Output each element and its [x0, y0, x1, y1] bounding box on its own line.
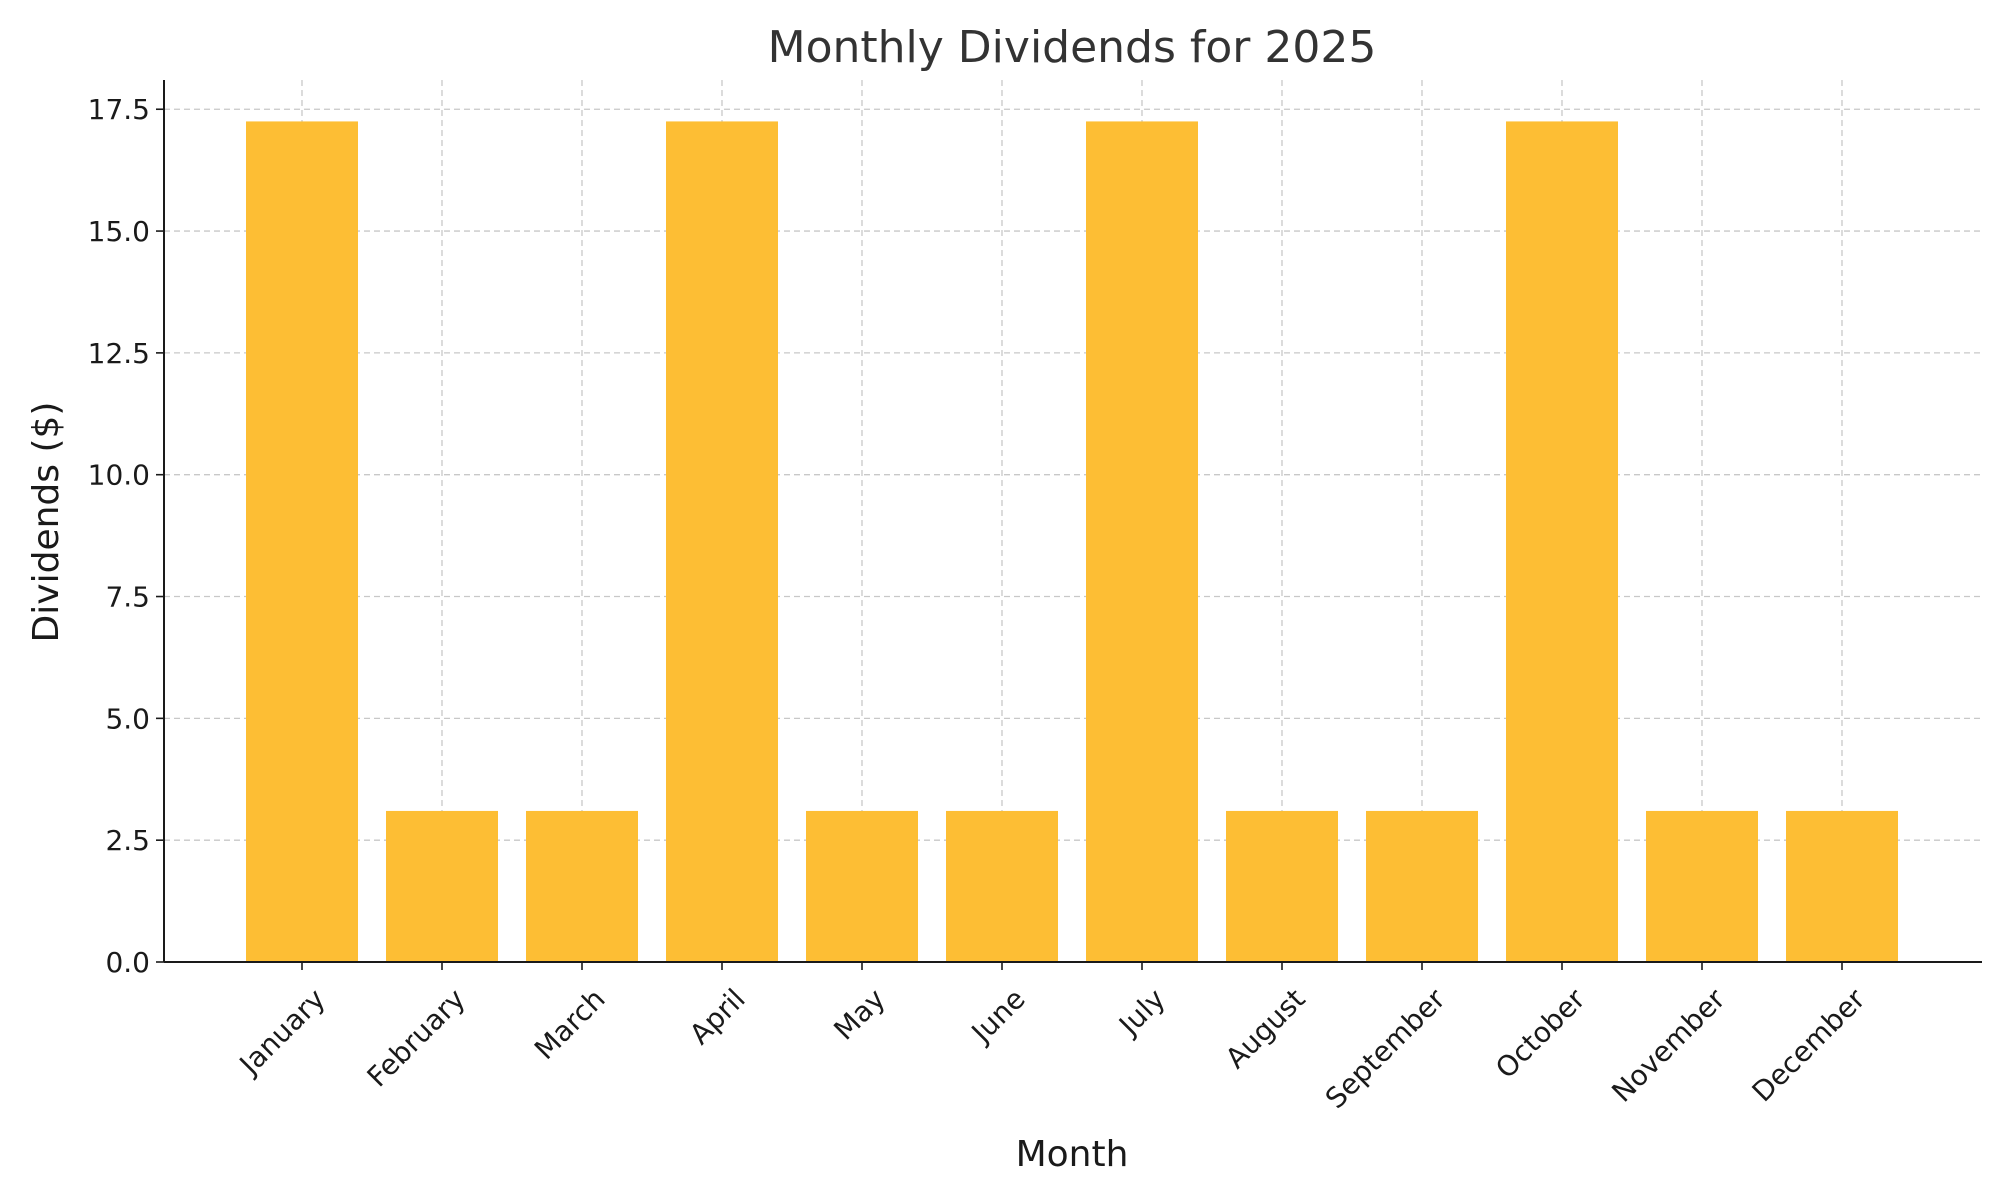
- bar-february: [386, 810, 498, 962]
- y-tick-label: 15.0: [88, 215, 150, 248]
- x-tick-label: August: [1219, 982, 1312, 1075]
- bar-december: [1786, 810, 1898, 962]
- y-tick-label: 2.5: [105, 824, 150, 857]
- bar-june: [946, 810, 1058, 962]
- x-tick-label: July: [1111, 982, 1171, 1042]
- chart-title: Monthly Dividends for 2025: [768, 22, 1377, 73]
- x-tick-label: April: [683, 982, 752, 1051]
- bar-may: [806, 810, 918, 962]
- x-tick-label: November: [1605, 982, 1732, 1109]
- y-tick-label: 17.5: [88, 93, 150, 126]
- x-tick-label: March: [528, 982, 612, 1066]
- axes-layer: [156, 80, 1982, 970]
- y-tick-label: 10.0: [88, 459, 150, 492]
- y-tick-label: 7.5: [105, 581, 150, 614]
- bar-november: [1646, 810, 1758, 962]
- x-axis-title: Month: [1016, 1134, 1129, 1175]
- x-tick-label: February: [361, 982, 472, 1093]
- x-tick-label: January: [232, 982, 332, 1082]
- bars-layer: [246, 121, 1898, 962]
- bar-october: [1506, 121, 1618, 962]
- bar-march: [526, 810, 638, 962]
- x-tick-label: May: [827, 982, 891, 1046]
- y-tick-label: 0.0: [105, 946, 150, 979]
- x-tick-label: October: [1489, 982, 1592, 1085]
- bar-august: [1226, 810, 1338, 962]
- x-tick-label: June: [964, 982, 1032, 1050]
- y-tick-label: 12.5: [88, 337, 150, 370]
- bar-january: [246, 121, 358, 962]
- y-axis-title: Dividends ($): [26, 402, 67, 643]
- x-tick-label: December: [1746, 982, 1872, 1108]
- bar-september: [1366, 810, 1478, 962]
- x-tick-label: September: [1319, 982, 1452, 1115]
- y-tick-label: 5.0: [105, 702, 150, 735]
- bar-april: [666, 121, 778, 962]
- bar-july: [1086, 121, 1198, 962]
